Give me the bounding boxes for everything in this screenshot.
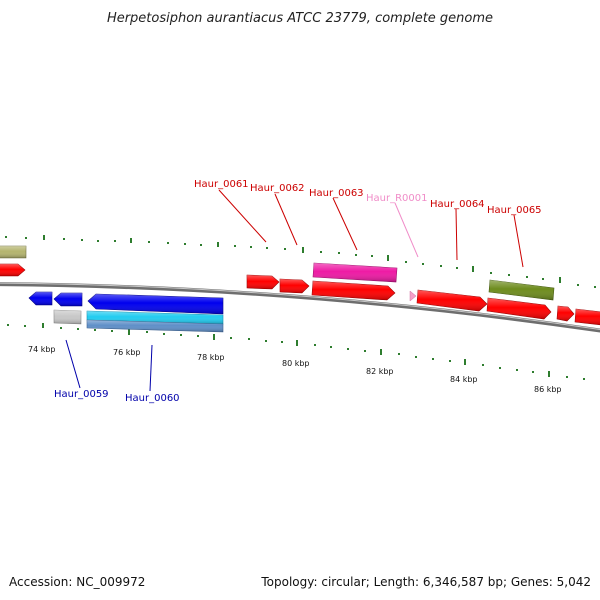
scale-label-84kbp: 84 kbp xyxy=(450,375,478,384)
gene-label-haur-0059[interactable]: Haur_0059 xyxy=(54,389,109,400)
gene-khaki-left[interactable] xyxy=(0,245,27,259)
gene-label-haur-0063[interactable]: Haur_0063 xyxy=(309,188,364,199)
gene-haur-0063-feature[interactable] xyxy=(312,262,398,283)
gene-haur-0065[interactable] xyxy=(486,297,552,320)
gene-label-haur-0061[interactable]: Haur_0061 xyxy=(194,179,249,190)
scale-label-82kbp: 82 kbp xyxy=(366,367,394,376)
gene-haur-r0001[interactable] xyxy=(409,290,417,302)
gene-blue-small-1[interactable] xyxy=(28,291,53,306)
gene-haur-0062[interactable] xyxy=(279,278,310,294)
gene-haur-0060[interactable] xyxy=(87,293,224,315)
scale-label-78kbp: 78 kbp xyxy=(197,353,225,362)
gene-label-haur-0062[interactable]: Haur_0062 xyxy=(250,183,305,194)
label-leaders xyxy=(65,189,524,392)
gene-haur-0061[interactable] xyxy=(246,274,280,290)
gene-label-haur-0064[interactable]: Haur_0064 xyxy=(430,199,485,210)
scale-label-76kbp: 76 kbp xyxy=(113,348,141,357)
gene-label-haur-r0001[interactable]: Haur_R0001 xyxy=(366,193,428,204)
genome-summary: Topology: circular; Length: 6,346,587 bp… xyxy=(260,575,591,589)
map-title: Herpetosiphon aurantiacus ATCC 23779, co… xyxy=(107,11,493,26)
gene-red-right-1[interactable] xyxy=(556,305,575,322)
lower-tick-ruler xyxy=(7,323,585,380)
accession-label: Accession: NC_009972 xyxy=(9,575,145,589)
gene-label-haur-0060[interactable]: Haur_0060 xyxy=(125,393,180,404)
gene-red-left[interactable] xyxy=(0,263,26,277)
gene-haur-0065-feature[interactable] xyxy=(488,279,555,301)
gene-blue-small-2[interactable] xyxy=(53,292,83,307)
scale-label-80kbp: 80 kbp xyxy=(282,359,310,368)
scale-label-86kbp: 86 kbp xyxy=(534,385,562,394)
genome-backbone xyxy=(0,282,600,333)
gene-label-haur-0065[interactable]: Haur_0065 xyxy=(487,205,542,216)
gene-haur-0060-feature-steel[interactable] xyxy=(86,319,224,333)
upper-tick-ruler xyxy=(5,235,596,288)
scale-label-74kbp: 74 kbp xyxy=(28,345,56,354)
gene-haur-0063[interactable] xyxy=(311,280,396,301)
gene-haur-0059-feature[interactable] xyxy=(53,309,82,325)
gene-red-right-2[interactable] xyxy=(574,308,600,326)
gene-haur-0064[interactable] xyxy=(416,289,488,312)
